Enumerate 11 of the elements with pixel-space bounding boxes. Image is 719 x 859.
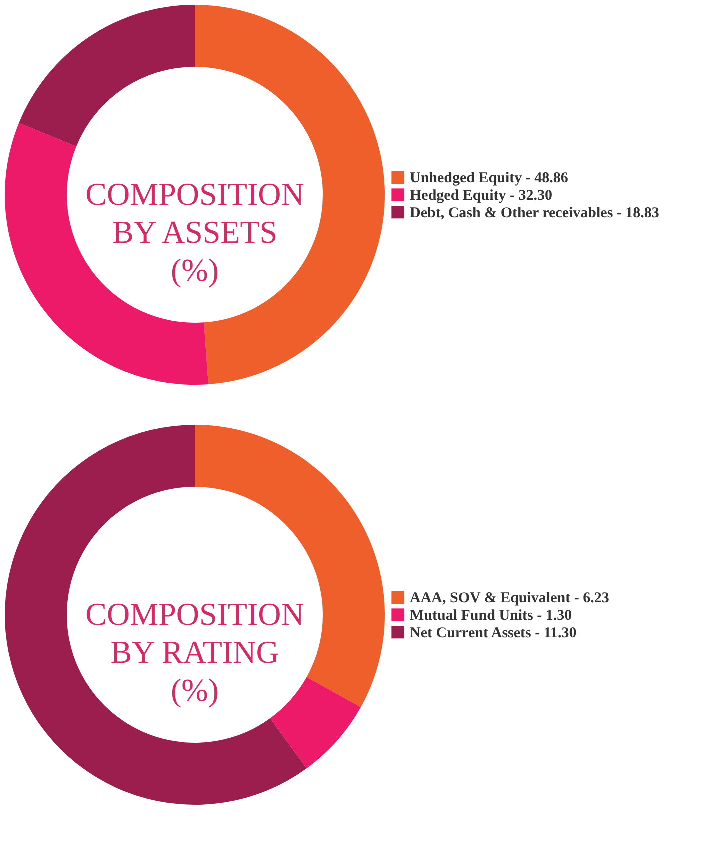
legend-label: Debt, Cash & Other receivables - 18.83 (410, 205, 660, 222)
legend-label: AAA, SOV & Equivalent - 6.23 (410, 590, 610, 607)
donut-slice (270, 677, 362, 769)
legend-label: Hedged Equity - 32.30 (410, 188, 553, 204)
text: COMPOSITION BY ASSETS (%) (86, 176, 304, 288)
donut-slice (5, 425, 307, 805)
legend-label: Unhedged Equity - 48.86 (410, 170, 569, 187)
legend-label: Mutual Fund Units - 1.30 (410, 608, 572, 624)
text: COMPOSITION BY RATING (%) (86, 596, 304, 708)
legend-label: Net Current Assets - 11.30 (410, 625, 577, 642)
donut-slice (19, 5, 195, 147)
